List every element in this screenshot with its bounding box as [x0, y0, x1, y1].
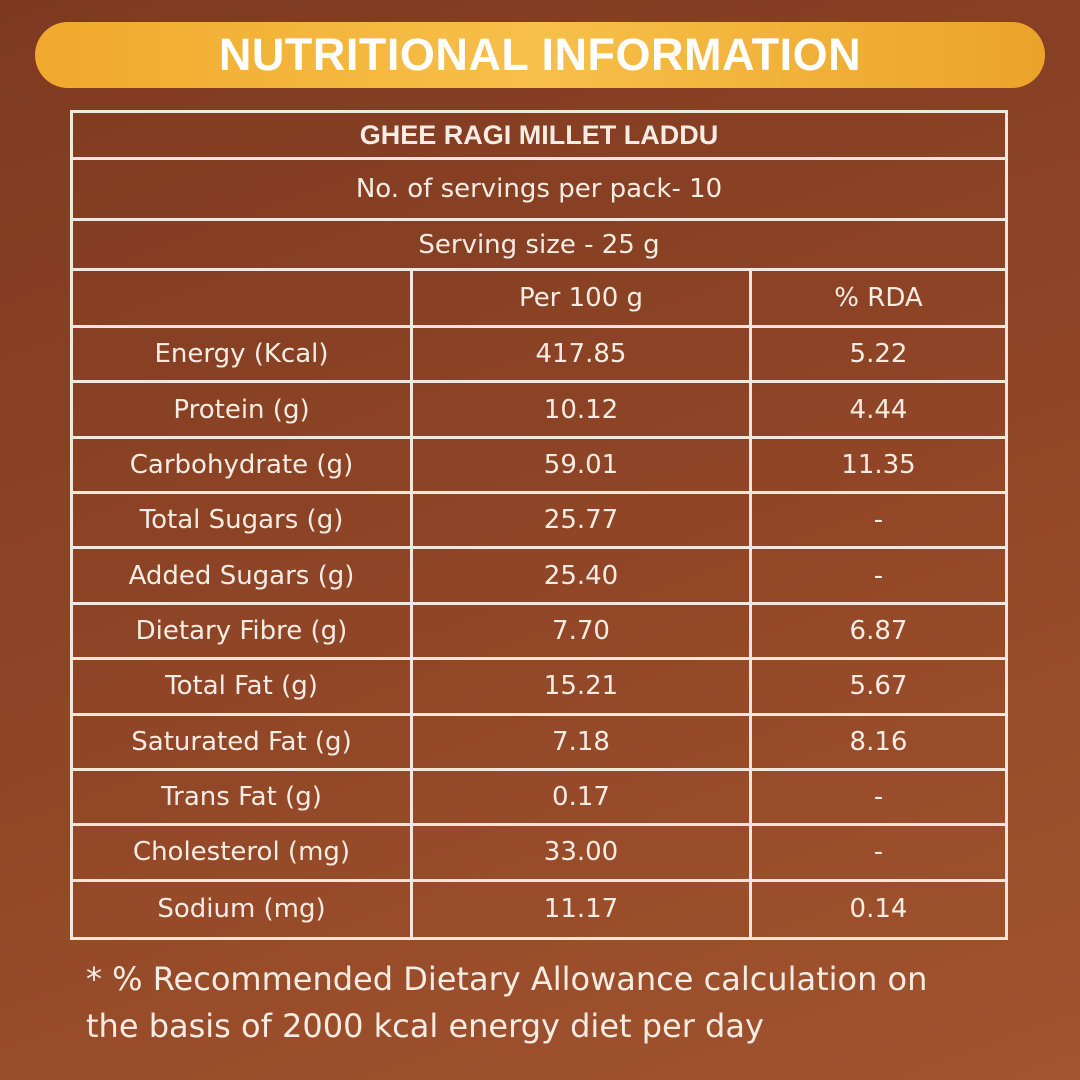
nutrient-row: Saturated Fat (g) 7.18 8.16: [73, 715, 1005, 771]
nutrient-value: 6.87: [749, 604, 1005, 658]
nutrient-row: Sodium (mg) 11.17 0.14: [73, 881, 1005, 937]
column-header: Per 100 g: [410, 271, 749, 325]
nutrient-value: 8.16: [749, 715, 1005, 768]
footnote-line: the basis of 2000 kcal energy diet per d…: [86, 1007, 764, 1045]
nutrient-row: Protein (g) 10.12 4.44: [73, 383, 1005, 439]
nutrient-value: 59.01: [410, 438, 749, 492]
nutrient-value: 7.18: [410, 715, 749, 768]
nutrient-name: Cholesterol (mg): [132, 837, 351, 868]
nutrient-row: Carbohydrate (g) 59.01 11.35: [73, 438, 1005, 495]
nutrient-value: 4.44: [749, 383, 1005, 436]
column-header: % RDA: [749, 271, 1005, 325]
nutrition-table: GHEE RAGI MILLET LADDU No. of servings pe…: [70, 110, 1008, 940]
nutrient-value: 11.17: [410, 881, 749, 937]
nutrient-row: Cholesterol (mg) 33.00-: [73, 826, 1005, 882]
nutrient-value: 0.14: [749, 881, 1005, 937]
header-cell: [73, 271, 410, 325]
nutrient-value: 25.77: [410, 494, 749, 547]
nutrient-value: 33.00: [410, 826, 749, 879]
nutrient-name: Saturated Fat (g): [131, 726, 352, 757]
servings-row: No. of servings per pack- 10: [73, 160, 1005, 221]
nutrient-name: Total Sugars (g): [139, 505, 344, 536]
nutrient-row: Total Sugars (g) 25.77-: [73, 494, 1005, 550]
nutrient-value: -: [749, 549, 1005, 602]
nutrient-name: Energy (Kcal): [154, 339, 329, 370]
servings: No. of servings per pack- 10: [355, 174, 723, 204]
nutrient-value: 11.35: [749, 438, 1005, 492]
nutrient-value: -: [749, 770, 1005, 824]
nutrient-name: Trans Fat (g): [161, 782, 322, 813]
header-row: Per 100 g% RDA: [73, 271, 1005, 328]
nutrient-value: -: [749, 826, 1005, 879]
nutrient-name: Protein (g): [173, 394, 310, 425]
serving-size: Serving size - 25 g: [418, 229, 660, 260]
table-title: GHEE RAGI MILLET LADDU: [359, 119, 719, 150]
nutrient-value: 5.67: [749, 660, 1005, 713]
nutrient-value: 0.17: [410, 770, 749, 824]
nutrient-value: -: [749, 494, 1005, 547]
footnote: * % Recommended Dietary Allowance calcul…: [86, 956, 927, 1050]
table-title-row: GHEE RAGI MILLET LADDU: [73, 113, 1005, 160]
title-banner: NUTRITIONAL INFORMATION: [35, 22, 1045, 88]
nutrient-row: Added Sugars (g) 25.40-: [73, 549, 1005, 605]
nutrient-value: 5.22: [749, 328, 1005, 381]
nutrient-value: 15.21: [410, 660, 749, 713]
footnote-line: * % Recommended Dietary Allowance calcul…: [86, 960, 928, 998]
nutrient-value: 7.70: [410, 604, 749, 658]
nutrient-row: Dietary Fibre (g) 7.70 6.87: [73, 604, 1005, 661]
nutrient-name: Added Sugars (g): [128, 560, 355, 591]
nutrient-name: Total Fat (g): [165, 671, 318, 702]
nutrient-value: 25.40: [410, 549, 749, 602]
nutrient-value: 10.12: [410, 383, 749, 436]
nutrient-value: 417.85: [410, 328, 749, 381]
nutrient-name: Dietary Fibre (g): [135, 615, 348, 646]
nutrient-row: Trans Fat (g) 0.17-: [73, 770, 1005, 827]
nutrient-name: Sodium (mg): [157, 894, 326, 925]
title: NUTRITIONAL INFORMATION: [218, 29, 862, 80]
nutrient-row: Energy (Kcal) 417.85 5.22: [73, 328, 1005, 384]
serving-size-row: Serving size - 25 g: [73, 221, 1005, 271]
nutrient-row: Total Fat (g) 15.21 5.67: [73, 660, 1005, 716]
nutrient-name: Carbohydrate (g): [129, 449, 354, 480]
